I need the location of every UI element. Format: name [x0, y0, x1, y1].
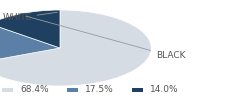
FancyBboxPatch shape: [132, 88, 143, 92]
Text: HISPANIC: HISPANIC: [0, 99, 1, 100]
Text: 14.0%: 14.0%: [150, 86, 179, 94]
FancyBboxPatch shape: [2, 88, 13, 92]
Text: 17.5%: 17.5%: [85, 86, 114, 94]
Wedge shape: [0, 24, 60, 63]
FancyBboxPatch shape: [67, 88, 78, 92]
Text: BLACK: BLACK: [26, 16, 186, 60]
Text: 68.4%: 68.4%: [20, 86, 49, 94]
Wedge shape: [0, 10, 60, 48]
Wedge shape: [0, 10, 151, 86]
Text: WHITE: WHITE: [2, 12, 57, 22]
